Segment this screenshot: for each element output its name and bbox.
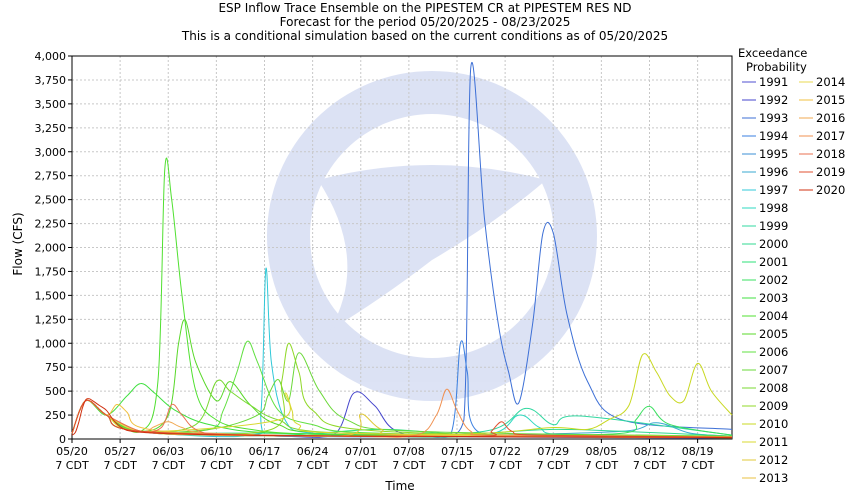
legend-label-2006: 2006 [759,345,788,359]
x-tick-label-date: 06/10 [201,445,233,458]
x-tick-label-date: 05/20 [56,445,88,458]
noaa-logo-center [310,114,554,358]
legend-label-2009: 2009 [759,399,788,413]
x-tick-label-time: 7 CDT [152,459,186,472]
legend-label-1993: 1993 [759,111,788,125]
legend-label-1999: 1999 [759,219,788,233]
y-tick-label: 2,500 [35,194,67,207]
legend-items: 1991 1992 1993 1994 1995 1996 1997 1998 1999 2000… [742,75,845,485]
x-axis-label: Time [384,479,414,493]
legend-label-2014: 2014 [816,75,845,89]
legend-label-2002: 2002 [759,273,788,287]
legend-label-1992: 1992 [759,93,788,107]
x-tick-label-date: 06/17 [249,445,281,458]
y-tick-label: 2,750 [35,170,67,183]
noaa-logo-ring [267,71,597,401]
legend-label-2011: 2011 [759,435,788,449]
x-tick-label-time: 7 CDT [55,459,89,472]
x-tick-label-date: 08/05 [586,445,618,458]
y-tick-label: 3,750 [35,74,67,87]
x-tick-label-time: 7 CDT [440,459,474,472]
x-tick-label-time: 7 CDT [248,459,282,472]
x-tick-label-time: 7 CDT [681,459,715,472]
y-tick-label: 3,500 [35,98,67,111]
legend-label-1995: 1995 [759,147,788,161]
legend-label-2016: 2016 [816,111,845,125]
chart-title: ESP Inflow Trace Ensemble on the PIPESTE… [218,1,631,15]
legend-label-2018: 2018 [816,147,845,161]
legend-label-1996: 1996 [759,165,788,179]
y-axis-label: Flow (CFS) [11,212,25,275]
y-tick-label: 1,000 [35,337,67,350]
x-tick-label-time: 7 CDT [103,459,137,472]
series-line-2020 [71,398,733,439]
legend-label-1991: 1991 [759,75,788,89]
y-tick-label: 3,000 [35,146,67,159]
y-tick-label: 2,000 [35,242,67,255]
series-lines [71,62,733,439]
legend-label-2019: 2019 [816,165,845,179]
x-tick-label-date: 06/03 [152,445,184,458]
y-tick-label: 3,250 [35,122,67,135]
legend-label-2001: 2001 [759,255,788,269]
x-tick-label-time: 7 CDT [488,459,522,472]
x-tick-label-date: 06/24 [297,445,329,458]
chart-subtitle-2: This is a conditional simulation based o… [181,29,668,43]
legend: Exceedance Probability 19911992199319941… [738,46,845,485]
legend-label-2000: 2000 [759,237,788,251]
x-tick-label-time: 7 CDT [392,459,426,472]
legend-label-2008: 2008 [759,381,788,395]
y-tick-label: 1,500 [35,289,67,302]
y-tick-label: 4,000 [35,50,67,63]
noaa-logo-watermark [267,71,597,401]
legend-label-2015: 2015 [816,93,845,107]
legend-label-2010: 2010 [759,417,788,431]
x-tick-label-time: 7 CDT [633,459,667,472]
legend-title-line-1: Exceedance [738,46,807,60]
x-tick-label-date: 07/15 [441,445,473,458]
legend-label-2020: 2020 [816,183,845,197]
legend-label-2013: 2013 [759,471,788,485]
chart-subtitle: Forecast for the period 05/20/2025 - 08/… [280,15,571,29]
x-tick-label-date: 07/29 [537,445,569,458]
x-tick-label-date: 08/12 [634,445,666,458]
legend-label-2004: 2004 [759,309,788,323]
x-tick-label-time: 7 CDT [200,459,234,472]
x-tick-label-date: 05/27 [104,445,136,458]
x-tick-label-date: 07/22 [489,445,521,458]
x-tick-label-time: 7 CDT [537,459,571,472]
y-tick-label: 2,250 [35,218,67,231]
legend-label-2012: 2012 [759,453,788,467]
legend-label-1997: 1997 [759,183,788,197]
y-tick-label: 1,750 [35,265,67,278]
legend-label-2005: 2005 [759,327,788,341]
x-tick-label-date: 08/19 [682,445,714,458]
y-tick-label: 0 [59,433,66,446]
y-tick-label: 500 [45,385,66,398]
x-tick-label-time: 7 CDT [585,459,619,472]
x-tick-label-time: 7 CDT [344,459,378,472]
y-tick-label: 1,250 [35,313,67,326]
legend-label-2003: 2003 [759,291,788,305]
y-tick-label: 250 [45,409,66,422]
x-tick-label-date: 07/01 [345,445,377,458]
legend-label-1998: 1998 [759,201,788,215]
legend-label-1994: 1994 [759,129,788,143]
y-axis-ticks: 0 250 500 750 1,000 1,250 1,500 1,750 2,000 2,250… [35,50,72,446]
y-tick-label: 750 [45,361,66,374]
legend-label-2007: 2007 [759,363,788,377]
legend-label-2017: 2017 [816,129,845,143]
x-tick-label-time: 7 CDT [296,459,330,472]
x-tick-label-date: 07/08 [393,445,425,458]
legend-title-line-2: Probability [746,60,807,74]
